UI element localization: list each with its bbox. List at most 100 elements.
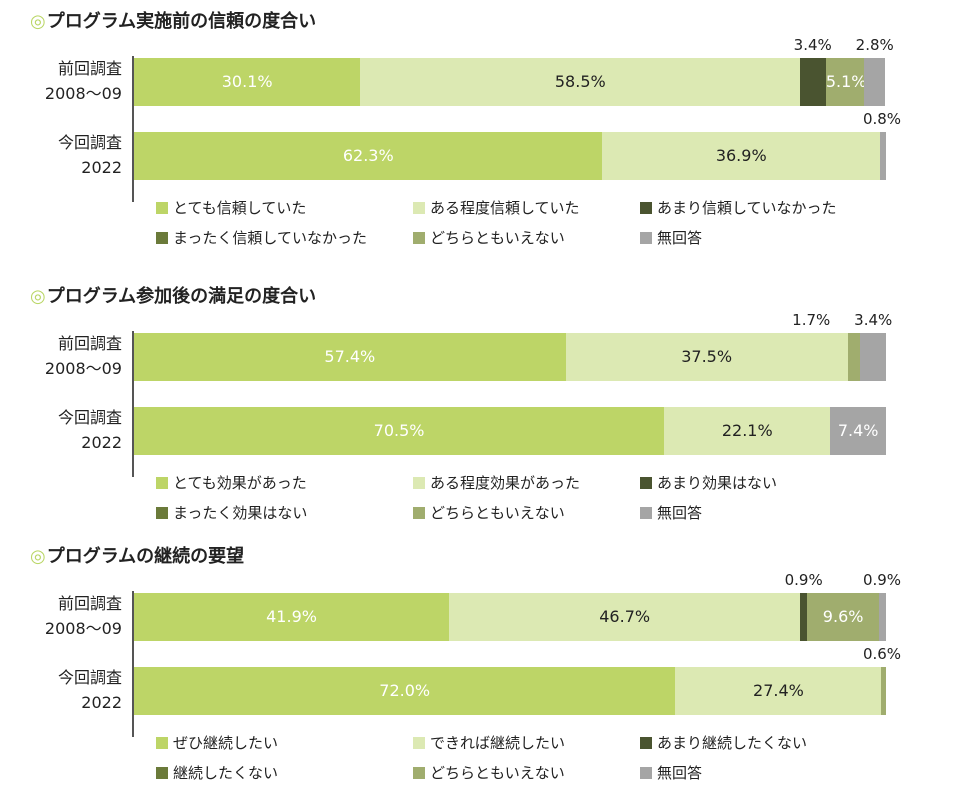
chart-title-text: プログラムの継続の要望	[46, 546, 245, 567]
legend-item: まったく信頼していなかった	[156, 228, 367, 248]
legend-swatch	[640, 506, 652, 519]
legend-item: 継続したくない	[156, 763, 278, 783]
data-label: 62.3%	[342, 146, 394, 165]
category-label: 今回調査	[57, 408, 122, 427]
legend-label: できれば継続したい	[430, 734, 566, 752]
category-label: 今回調査	[57, 668, 122, 687]
legend-item: どちらともいえない	[413, 228, 565, 248]
legend-swatch	[156, 506, 168, 519]
legend-label: どちらともいえない	[430, 764, 565, 782]
bar-segment	[864, 58, 886, 106]
legend-swatch	[640, 201, 652, 214]
legend-label: まったく効果はない	[173, 504, 308, 522]
bar-segment	[664, 407, 831, 455]
bar-segment	[807, 593, 880, 641]
category-label: 今回調査	[57, 133, 122, 152]
category-axis	[132, 56, 134, 202]
bar-segment	[830, 407, 886, 455]
chart-section: ◎プログラム実施前の信頼の度合い 前回調査 2008〜09 30.1% 58.5% 5.1…	[0, 0, 961, 260]
legend-label: まったく信頼していなかった	[173, 229, 367, 247]
legend-swatch	[640, 231, 652, 244]
bar-segment	[881, 667, 886, 715]
chart-section: ◎プログラムの継続の要望前回調査 2008〜09 41.9% 46.7% 9.6% 0.9…	[0, 535, 961, 795]
category-label: 2008〜09	[44, 84, 122, 103]
bar-segment	[134, 58, 361, 106]
chart-title: ◎プログラム実施前の信頼の度合い	[30, 10, 316, 34]
bar-segment	[360, 58, 801, 106]
category-label: 前回調査	[57, 59, 122, 78]
bar-segment	[134, 333, 566, 381]
legend-item: どちらともいえない	[413, 503, 565, 523]
legend-label: どちらともいえない	[430, 229, 565, 247]
category-label: 前回調査	[57, 334, 122, 353]
bar-segment	[800, 58, 826, 106]
data-label: 37.5%	[681, 347, 733, 366]
legend-swatch	[413, 766, 425, 779]
bar-segment	[675, 667, 882, 715]
data-label: 46.7%	[599, 607, 651, 626]
data-label: 22.1%	[721, 421, 773, 440]
legend-swatch	[413, 231, 425, 244]
data-label: 0.8%	[862, 110, 902, 128]
data-label: 3.4%	[793, 36, 832, 54]
legend-item: とても信頼していた	[156, 198, 306, 218]
data-label: 36.9%	[715, 146, 767, 165]
legend-label: とても信頼していた	[173, 199, 307, 217]
chart-title: ◎プログラムの継続の要望	[30, 545, 244, 569]
stacked-bar: 70.5% 22.1% 7.4%	[134, 407, 886, 455]
chart-title: ◎プログラム参加後の満足の度合い	[30, 285, 316, 309]
legend-label: 無回答	[657, 764, 703, 782]
legend-item: まったく効果はない	[156, 503, 307, 523]
legend-swatch	[156, 231, 168, 244]
data-label: 57.4%	[324, 347, 376, 366]
chart-section: ◎プログラム参加後の満足の度合い 前回調査 2008〜09 57.4% 37.5% 1.7…	[0, 275, 961, 535]
legend-item: とても効果があった	[156, 473, 307, 493]
legend-swatch	[640, 766, 652, 779]
legend-item: どちらともいえない	[413, 763, 565, 783]
legend-label: ぜひ継続したい	[173, 734, 279, 752]
legend-item: あまり継続したくない	[640, 733, 807, 753]
stacked-bar: 41.9% 46.7% 9.6%	[134, 593, 886, 641]
data-label: 72.0%	[379, 681, 431, 700]
bar-segment	[134, 593, 450, 641]
data-label: 9.6%	[822, 607, 864, 626]
legend-label: ある程度信頼していた	[430, 199, 580, 217]
legend-item: できれば継続したい	[413, 733, 565, 753]
legend-swatch	[413, 506, 425, 519]
double-circle-icon: ◎	[30, 286, 46, 307]
legend-swatch	[413, 201, 425, 214]
legend-swatch	[413, 736, 425, 749]
bar-segment	[565, 333, 848, 381]
legend-label: とても効果があった	[173, 474, 307, 492]
legend-item: あまり信頼していなかった	[640, 198, 837, 218]
legend-label: あまり継続したくない	[657, 734, 808, 752]
legend-item: あまり効果はない	[640, 473, 777, 493]
data-label: 41.9%	[266, 607, 317, 626]
legend-swatch	[413, 476, 425, 489]
bar-segment	[134, 667, 676, 715]
bar-segment	[879, 132, 886, 180]
stacked-bar: 57.4% 37.5%	[134, 333, 886, 381]
category-label: 前回調査	[57, 594, 122, 613]
chart-title-text: プログラム参加後の満足の度合い	[46, 286, 317, 307]
bar-segment	[134, 407, 665, 455]
legend-label: ある程度効果があった	[430, 474, 581, 492]
legend-item: 無回答	[640, 228, 702, 248]
category-label: 2022	[81, 433, 122, 452]
legend-swatch	[640, 736, 652, 749]
double-circle-icon: ◎	[30, 546, 46, 567]
legend-swatch	[640, 476, 652, 489]
legend-label: 無回答	[657, 229, 703, 247]
bar-segment	[602, 132, 880, 180]
data-label: 3.4%	[854, 311, 893, 329]
data-label: 0.9%	[862, 571, 902, 589]
legend-item: 無回答	[640, 763, 702, 783]
legend-label: 継続したくない	[173, 764, 279, 782]
legend-swatch	[156, 476, 168, 489]
legend-label: 無回答	[657, 504, 703, 522]
data-label: 2.8%	[855, 36, 894, 54]
bar-segment	[847, 333, 861, 381]
data-label: 30.1%	[221, 72, 273, 91]
category-label: 2008〜09	[44, 619, 122, 638]
